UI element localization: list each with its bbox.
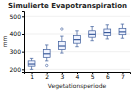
cap-low [30, 69, 33, 70]
cap-high [30, 58, 33, 59]
median [28, 63, 35, 64]
whisker-high [77, 31, 78, 36]
tick: 500 [10, 13, 24, 20]
box-group [119, 24, 126, 38]
x-axis: 1 2 3 4 5 6 7 [25, 72, 131, 80]
tick-mark [22, 16, 24, 17]
tick-label: 6 [106, 73, 110, 80]
box [58, 41, 65, 49]
whisker-low [122, 35, 123, 39]
box-group [28, 58, 35, 69]
box-group [74, 31, 81, 47]
tick-mark [22, 69, 24, 70]
cap-high [75, 30, 78, 31]
tick-label: 500 [10, 13, 22, 20]
whisker-low [92, 37, 93, 41]
axis-line [22, 12, 25, 73]
whisker-high [107, 25, 108, 29]
plot-area: 1 2 3 4 5 6 7 200 300 400 500 [10, 12, 131, 81]
tick-label: 3 [60, 73, 64, 80]
whisker-low [77, 43, 78, 47]
whisker-low [46, 57, 47, 61]
median [58, 45, 65, 46]
cap-high [90, 26, 93, 27]
cap-low [90, 40, 93, 41]
whisker-high [31, 58, 32, 60]
box [119, 28, 126, 34]
median [89, 34, 96, 35]
grid-line [24, 69, 130, 70]
tick-label: 400 [10, 30, 22, 37]
tick: 2 [45, 72, 49, 80]
whisker-high [122, 24, 123, 28]
tick-label: 5 [91, 73, 95, 80]
whisker-high [61, 36, 62, 41]
cap-high [45, 44, 48, 45]
box [89, 31, 96, 37]
flier [46, 64, 48, 66]
tick: 200 [10, 66, 24, 73]
grid-line [24, 51, 130, 52]
tick: 1 [30, 72, 34, 80]
box [28, 61, 35, 66]
tick: 3 [60, 72, 64, 80]
tick: 5 [91, 72, 95, 80]
whisker-low [31, 66, 32, 69]
box-group [58, 28, 65, 53]
tick-label: 1 [30, 73, 34, 80]
cap-high [121, 24, 124, 25]
grid [24, 16, 130, 69]
y-axis: 200 300 400 500 [10, 12, 25, 73]
cap-low [106, 38, 109, 39]
tick-mark [22, 52, 24, 53]
tick: 7 [121, 72, 125, 80]
cap-low [75, 46, 78, 47]
box-group [43, 45, 50, 67]
whisker-low [107, 35, 108, 39]
tick-label: 4 [76, 73, 80, 80]
title: Simulierte Evapotranspiration [8, 2, 127, 10]
box-group [89, 27, 96, 41]
box [74, 35, 81, 43]
cap-low [121, 38, 124, 39]
tick-label: 2 [45, 73, 49, 80]
cap-high [60, 36, 63, 37]
y-axis-title: mm [1, 36, 8, 48]
box [104, 29, 111, 35]
tick-label: 200 [10, 66, 22, 73]
chart: 1 2 3 4 5 6 7 200 300 400 500 Simulierte Evapotrans… [0, 0, 135, 90]
median [74, 39, 81, 40]
whisker-low [61, 50, 62, 54]
cap-low [60, 53, 63, 54]
tick-mark [22, 34, 24, 35]
cap-high [106, 24, 109, 25]
tick: 400 [10, 30, 24, 37]
tick: 300 [10, 48, 24, 55]
flier [61, 28, 63, 30]
boxes [28, 24, 126, 69]
median [43, 53, 50, 54]
whisker-high [46, 45, 47, 50]
median [104, 32, 111, 33]
whisker-high [92, 27, 93, 31]
box-group [104, 25, 111, 39]
median [119, 31, 126, 32]
grid-line [24, 16, 130, 17]
tick-label: 300 [10, 48, 22, 55]
x-axis-title: Vegetationsperiode [48, 82, 107, 90]
tick-label: 7 [121, 73, 125, 80]
tick: 4 [76, 72, 80, 80]
tick: 6 [106, 72, 110, 80]
cap-low [45, 60, 48, 61]
box [43, 50, 50, 58]
